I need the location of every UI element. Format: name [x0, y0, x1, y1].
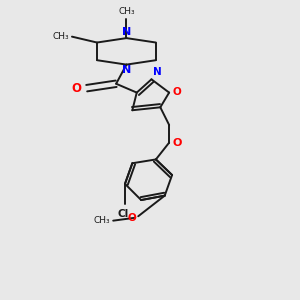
Text: CH₃: CH₃ [52, 32, 69, 41]
Text: N: N [122, 65, 131, 76]
Text: O: O [127, 213, 136, 223]
Text: CH₃: CH₃ [118, 7, 135, 16]
Text: O: O [71, 82, 81, 95]
Text: O: O [173, 87, 182, 97]
Text: O: O [173, 138, 182, 148]
Text: N: N [153, 67, 162, 77]
Text: CH₃: CH₃ [94, 216, 110, 225]
Text: N: N [122, 27, 131, 37]
Text: Cl: Cl [118, 209, 129, 219]
